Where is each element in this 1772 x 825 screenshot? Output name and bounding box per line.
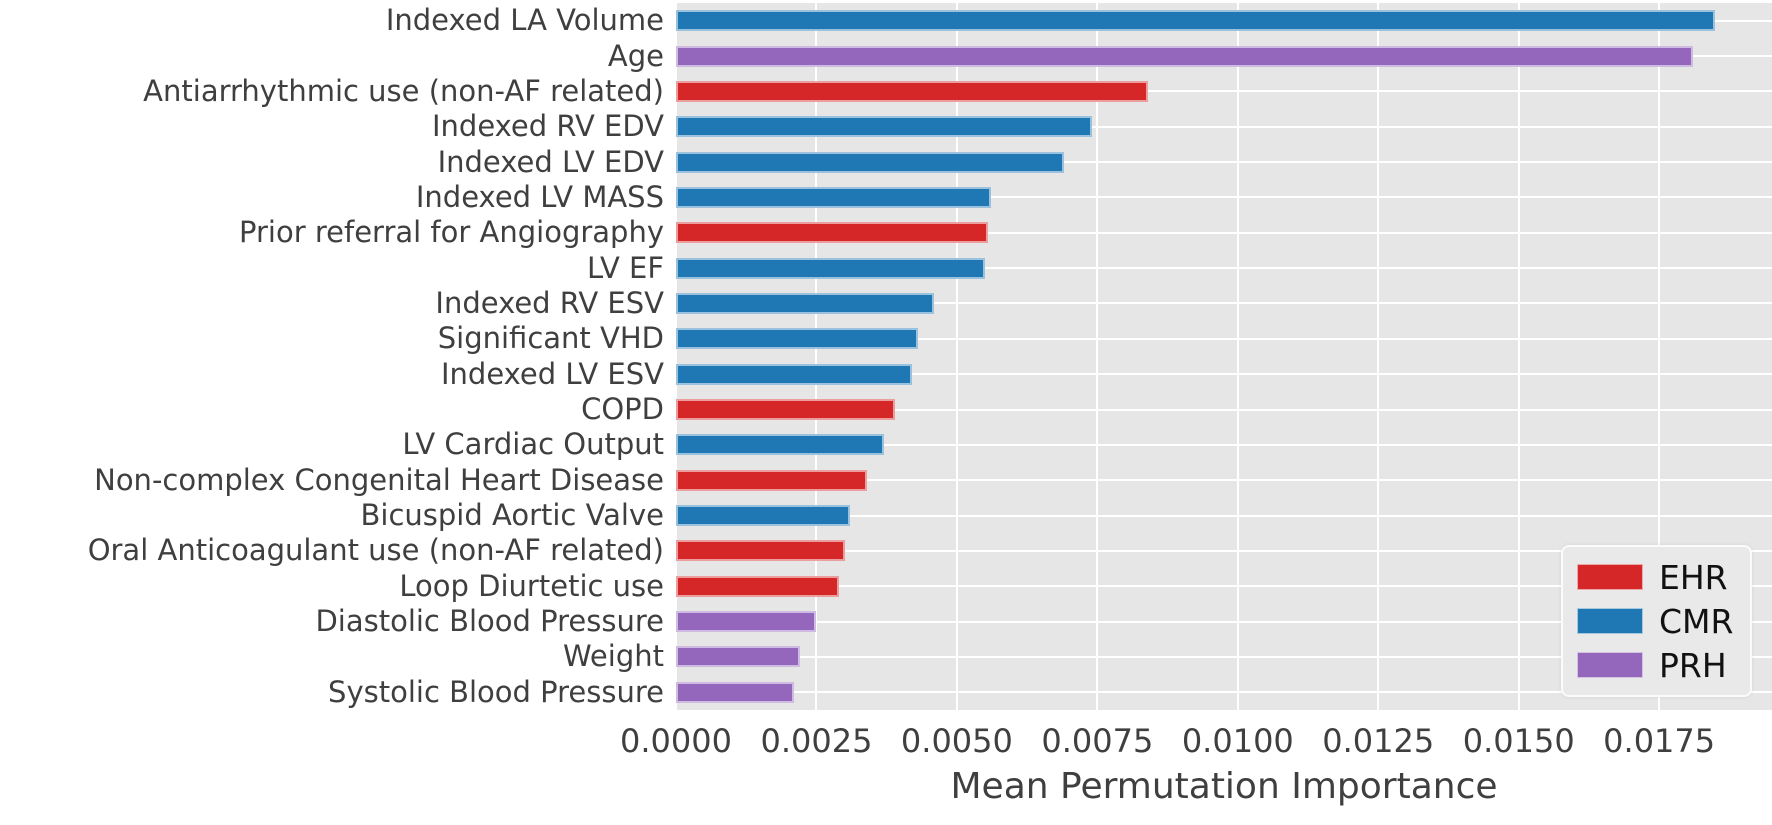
y-axis-label: Weight <box>562 639 664 674</box>
bar <box>676 575 839 597</box>
legend-swatch <box>1577 608 1643 634</box>
legend-label: PRH <box>1659 645 1727 685</box>
horizontal-gridline <box>676 655 1772 658</box>
horizontal-gridline <box>676 90 1772 93</box>
x-axis-tick-label: 0.0025 <box>760 722 873 760</box>
bar <box>676 292 935 314</box>
y-axis-label: Systolic Blood Pressure <box>328 674 664 709</box>
bar <box>676 469 867 491</box>
horizontal-gridline <box>676 231 1772 234</box>
y-axis-label: Antiarrhythmic use (non-AF related) <box>143 73 664 108</box>
bar <box>676 399 896 421</box>
y-axis-label: Indexed LV EDV <box>437 144 664 179</box>
bar <box>676 434 884 456</box>
x-axis-tick-label: 0.0075 <box>1041 722 1154 760</box>
horizontal-gridline <box>676 267 1772 270</box>
horizontal-gridline <box>676 620 1772 623</box>
bar <box>676 611 817 633</box>
horizontal-gridline <box>676 514 1772 517</box>
y-axis-label: Prior referral for Angiography <box>239 215 664 250</box>
horizontal-gridline <box>676 125 1772 128</box>
horizontal-gridline <box>676 691 1772 694</box>
legend-entry: PRH <box>1577 649 1750 682</box>
legend-entry: CMR <box>1577 605 1750 638</box>
bar <box>676 222 988 244</box>
bar <box>676 10 1716 32</box>
y-axis-label: Non-complex Congenital Heart Disease <box>94 462 664 497</box>
y-axis-label: COPD <box>581 392 664 427</box>
legend-entry: EHR <box>1577 561 1750 594</box>
bar <box>676 186 991 208</box>
legend-swatch <box>1577 652 1643 678</box>
bar <box>676 505 851 527</box>
bar <box>676 646 800 668</box>
x-axis-tick-label: 0.0000 <box>620 722 732 760</box>
x-axis-tick-label: 0.0125 <box>1322 722 1435 760</box>
y-axis-label: Indexed LA Volume <box>385 3 664 38</box>
x-axis-tick-label: 0.0175 <box>1603 722 1716 760</box>
vertical-gridline <box>815 3 818 710</box>
vertical-gridline <box>675 3 677 710</box>
y-axis-label: LV Cardiac Output <box>402 427 664 462</box>
x-axis-tick-label: 0.0150 <box>1462 722 1575 760</box>
vertical-gridline <box>1096 3 1099 710</box>
y-axis-label: Indexed RV EDV <box>431 109 664 144</box>
bar <box>676 80 1148 102</box>
x-axis-title: Mean Permutation Importance <box>950 766 1498 807</box>
vertical-gridline <box>1658 3 1661 710</box>
y-axis-label: Oral Anticoagulant use (non-AF related) <box>87 533 664 568</box>
vertical-gridline <box>1517 3 1520 710</box>
bar <box>676 328 918 350</box>
horizontal-gridline <box>676 196 1772 199</box>
y-axis-label: Indexed RV ESV <box>435 285 664 320</box>
vertical-gridline <box>1377 3 1380 710</box>
y-axis-label: Diastolic Blood Pressure <box>315 604 664 639</box>
y-axis-label: Indexed LV ESV <box>440 356 664 391</box>
bar <box>676 116 1092 138</box>
horizontal-gridline <box>676 585 1772 588</box>
horizontal-gridline <box>676 443 1772 446</box>
bar <box>676 257 985 279</box>
y-axis-label: Significant VHD <box>437 321 664 356</box>
bar <box>676 45 1693 67</box>
horizontal-gridline <box>676 373 1772 376</box>
bar <box>676 151 1064 173</box>
plot-area <box>675 3 1772 710</box>
y-axis-label: Bicuspid Aortic Valve <box>360 498 664 533</box>
horizontal-gridline <box>676 161 1772 164</box>
vertical-gridline <box>955 3 958 710</box>
bar <box>676 681 794 703</box>
horizontal-gridline <box>676 549 1772 552</box>
horizontal-gridline <box>676 408 1772 411</box>
x-axis-tick-label: 0.0050 <box>900 722 1013 760</box>
vertical-gridline <box>1236 3 1239 710</box>
horizontal-gridline <box>676 479 1772 482</box>
y-axis-label: Loop Diurtetic use <box>399 568 664 603</box>
x-axis-tick-label: 0.0100 <box>1181 722 1294 760</box>
legend-label: CMR <box>1659 601 1734 641</box>
bar <box>676 540 845 562</box>
bar <box>676 363 912 385</box>
legend-label: EHR <box>1659 557 1728 597</box>
y-axis-label: LV EF <box>586 250 664 285</box>
legend: EHR CMR PRH <box>1561 545 1752 697</box>
y-axis-label: Indexed LV MASS <box>415 179 664 214</box>
horizontal-gridline <box>676 337 1772 340</box>
y-axis-label: Age <box>607 38 664 73</box>
horizontal-gridline <box>676 302 1772 305</box>
legend-swatch <box>1577 564 1643 590</box>
